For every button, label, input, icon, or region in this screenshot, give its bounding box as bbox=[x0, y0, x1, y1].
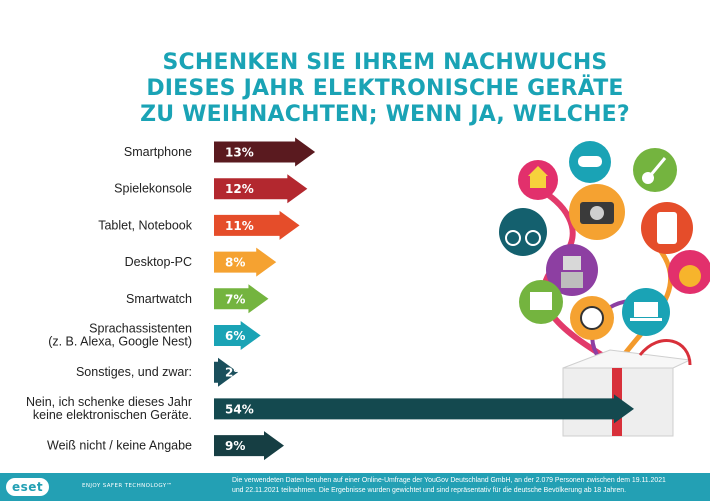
title-line-3: ZU WEIHNACHTEN; WENN JA, WELCHE? bbox=[140, 102, 630, 127]
category-label-6-0: Sonstiges, und zwar: bbox=[76, 365, 192, 379]
value-label-3: 8% bbox=[225, 256, 245, 270]
source-line-2: und 22.11.2021 teilnahmen. Die Ergebniss… bbox=[232, 487, 627, 494]
footer: eset ENJOY SAFER TECHNOLOGY™ Die verwend… bbox=[0, 473, 710, 501]
value-label-5: 6% bbox=[225, 329, 245, 343]
category-label-3-0: Desktop-PC bbox=[125, 255, 192, 269]
eset-logo: eset bbox=[6, 478, 50, 496]
bars-group: 13% Smartphone 12% Spielekonsole 11% Tablet, … bbox=[26, 137, 634, 461]
value-label-4: 7% bbox=[225, 292, 245, 306]
value-label-0: 13% bbox=[225, 146, 254, 160]
bar-7 bbox=[214, 394, 634, 424]
source-note: Die verwendeten Daten beruhen auf einer … bbox=[232, 476, 704, 496]
gift-illustration bbox=[499, 141, 710, 437]
category-label-5-0: Sprachassistenten bbox=[89, 322, 192, 336]
category-label-4-0: Smartwatch bbox=[126, 292, 192, 306]
category-label-7-1: keine elektronischen Geräte. bbox=[33, 408, 192, 422]
gift-box-top bbox=[562, 349, 692, 369]
bar-3 bbox=[214, 247, 277, 277]
title-line-1: SCHENKEN SIE IHREM NACHWUCHS bbox=[162, 50, 608, 75]
bar-1 bbox=[214, 174, 308, 204]
bar-4 bbox=[214, 284, 269, 314]
bar-5 bbox=[214, 321, 261, 350]
value-label-2: 11% bbox=[225, 219, 254, 233]
bar-0 bbox=[214, 137, 316, 167]
value-label-6: 2% bbox=[225, 366, 245, 380]
category-label-8-0: Weiß nicht / keine Angabe bbox=[47, 439, 192, 453]
bar-2 bbox=[214, 210, 300, 240]
category-label-1-0: Spielekonsole bbox=[114, 182, 192, 196]
value-label-1: 12% bbox=[225, 182, 254, 196]
ribbon-icon bbox=[638, 339, 692, 366]
bicycle-circle-icon bbox=[499, 208, 547, 256]
tagline: ENJOY SAFER TECHNOLOGY™ bbox=[82, 483, 173, 489]
category-label-0-0: Smartphone bbox=[124, 145, 192, 159]
category-label-5-1: (z. B. Alexa, Google Nest) bbox=[48, 335, 192, 349]
category-label-2-0: Tablet, Notebook bbox=[98, 218, 193, 232]
bar-8 bbox=[214, 431, 284, 461]
source-line-1: Die verwendeten Daten beruhen auf einer … bbox=[232, 477, 666, 484]
value-label-8: 9% bbox=[225, 439, 245, 453]
title-line-2: DIESES JAHR ELEKTRONISCHE GERÄTE bbox=[146, 76, 624, 101]
chart-title: SCHENKEN SIE IHREM NACHWUCHS DIESES JAHR… bbox=[90, 50, 680, 128]
category-label-7-0: Nein, ich schenke dieses Jahr bbox=[26, 395, 192, 409]
value-label-7: 54% bbox=[225, 402, 254, 416]
bar-6 bbox=[214, 357, 238, 387]
